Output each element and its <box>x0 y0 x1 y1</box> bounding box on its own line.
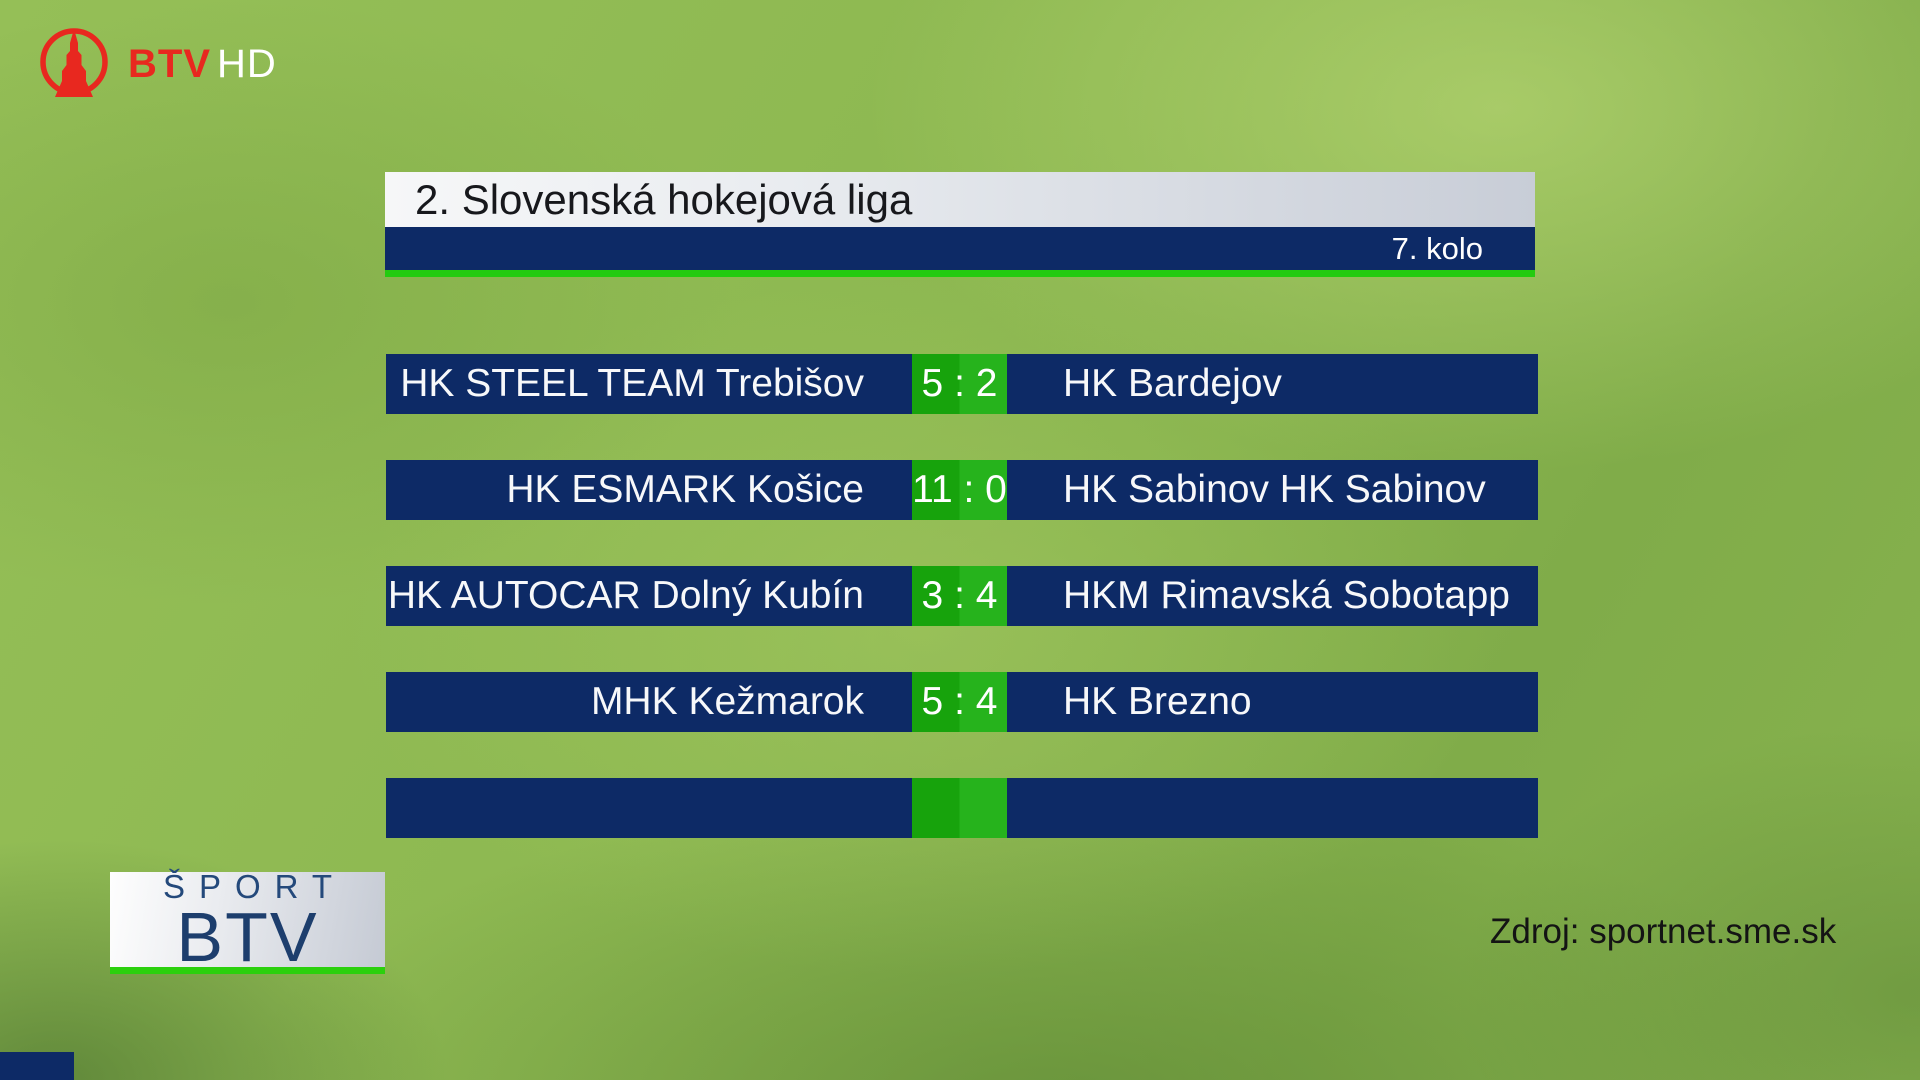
results-list: HK STEEL TEAM Trebišov 5 : 2 HK Bardejov… <box>386 354 1538 838</box>
score-box: 11 : 0 <box>912 460 1007 520</box>
source-credit: Zdroj: sportnet.sme.sk <box>1490 912 1837 951</box>
bug-green-underline <box>110 967 385 974</box>
score-value: 11 : 0 <box>912 468 1007 511</box>
away-team-cell <box>1007 778 1538 838</box>
score-box <box>912 778 1007 838</box>
match-row-empty <box>386 778 1538 838</box>
league-header: 2. Slovenská hokejová liga 7. kolo <box>385 172 1535 277</box>
score-value: 3 : 4 <box>921 574 998 617</box>
away-team: HK Bardejov <box>1063 362 1282 405</box>
tower-circle-icon <box>40 28 108 97</box>
match-row: HK STEEL TEAM Trebišov 5 : 2 HK Bardejov <box>386 354 1538 414</box>
match-row: HK ESMARK Košice 11 : 0 HK Sabinov HK Sa… <box>386 460 1538 520</box>
league-title-bar: 2. Slovenská hokejová liga <box>385 172 1535 227</box>
away-team-cell: HK Brezno <box>1007 672 1538 732</box>
home-team: HK STEEL TEAM Trebišov <box>386 354 912 414</box>
away-team: HK Brezno <box>1063 680 1252 723</box>
score-box: 5 : 2 <box>912 354 1007 414</box>
match-row: MHK Kežmarok 5 : 4 HK Brezno <box>386 672 1538 732</box>
score-value: 5 : 2 <box>921 362 998 405</box>
sport-label: ŠPORT <box>162 867 347 905</box>
away-team-cell: HKM Rimavská Sobota pp <box>1007 566 1538 626</box>
away-team-cell: HK Bardejov <box>1007 354 1538 414</box>
overtime-note: pp <box>1466 574 1510 617</box>
home-team: MHK AUTOCAR Dolný Kubín <box>386 566 912 626</box>
away-team: HKM Rimavská Sobota <box>1063 574 1467 617</box>
score-value: 5 : 4 <box>921 680 998 723</box>
channel-logo: BTV HD <box>36 26 277 102</box>
channel-hd-suffix: HD <box>217 41 277 86</box>
home-team: HK ESMARK Košice <box>386 460 912 520</box>
sport-btv-bug: ŠPORT BTV <box>110 867 385 976</box>
sport-channel-label: BTV <box>176 897 319 976</box>
away-team-cell: HK Sabinov HK Sabinov <box>1007 460 1538 520</box>
header-green-underline <box>385 270 1535 277</box>
channel-name: BTV <box>128 41 211 86</box>
away-team: HK Sabinov HK Sabinov <box>1063 468 1486 511</box>
partial-graphic-corner <box>0 1052 74 1080</box>
home-team <box>386 778 912 838</box>
home-team: MHK Kežmarok <box>386 672 912 732</box>
score-box: 3 : 4 <box>912 566 1007 626</box>
match-row: MHK AUTOCAR Dolný Kubín 3 : 4 HKM Rimavs… <box>386 566 1538 626</box>
score-box: 5 : 4 <box>912 672 1007 732</box>
league-title: 2. Slovenská hokejová liga <box>415 175 913 223</box>
round-bar: 7. kolo <box>385 227 1535 270</box>
round-label: 7. kolo <box>1391 230 1483 266</box>
